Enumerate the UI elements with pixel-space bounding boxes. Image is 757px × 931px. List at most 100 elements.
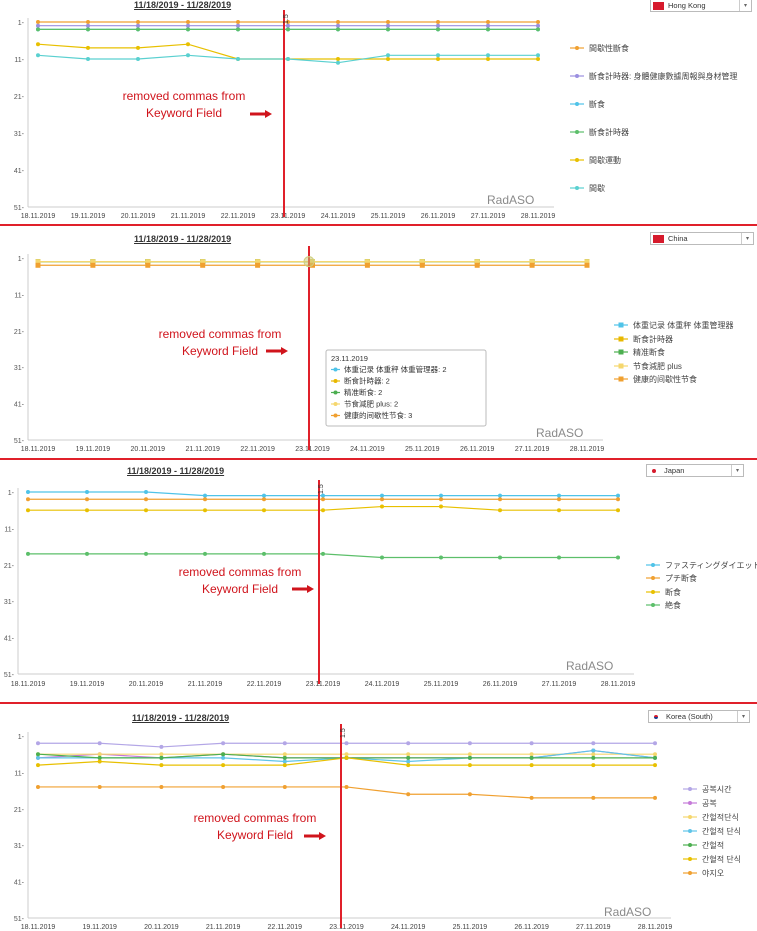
country-select[interactable]: Japan ▾ [646, 464, 744, 477]
data-point [203, 551, 207, 556]
x-tick-label: 28.11.2019 [638, 924, 673, 931]
data-point [653, 755, 657, 760]
data-point [221, 784, 226, 789]
data-point [186, 20, 190, 24]
tooltip-title: 23.11.2019 [331, 354, 368, 363]
data-point [616, 508, 620, 513]
country-select[interactable]: China ▾ [650, 232, 754, 245]
data-point [536, 23, 540, 28]
data-point [86, 45, 90, 50]
chart-panel-china: 11/18/2019 - 11/28/2019 China ▾ 1- 11- 21-… [0, 226, 757, 458]
legend-swatch-marker [651, 563, 655, 567]
legend-swatch-marker [618, 349, 624, 355]
x-tick-label: 21.11.2019 [206, 924, 241, 931]
date-range-title: 11/18/2019 - 11/28/2019 [127, 466, 225, 476]
legend-label: 간혈적 단식 [702, 854, 741, 864]
x-tick-label: 22.11.2019 [240, 446, 275, 453]
data-point [439, 504, 443, 509]
data-point [439, 555, 443, 560]
y-tick-label: 51- [14, 205, 25, 212]
data-point [591, 741, 596, 746]
data-point [529, 755, 534, 760]
data-point [86, 57, 90, 61]
legend-label: 体重记录 体重秤 体重管理器 [633, 320, 733, 330]
y-tick-label: 51- [14, 438, 25, 445]
data-point [203, 497, 207, 502]
legend-label: 間歇性斷食 [589, 43, 629, 53]
chart-panel-korea: 11/18/2019 - 11/28/2019 Korea (South) ▾ … [0, 704, 757, 931]
data-point [386, 27, 390, 32]
data-point [203, 508, 207, 513]
country-select-value: Hong Kong [668, 1, 706, 10]
legend-swatch-marker [688, 843, 692, 847]
x-tick-label: 18.11.2019 [21, 446, 56, 453]
hover-highlight [303, 256, 315, 268]
data-point [282, 741, 287, 746]
panel-divider [0, 458, 757, 460]
panel-divider [0, 702, 757, 704]
legend-label: 健康的间歇性节食 [633, 374, 697, 384]
y-tick-label: 41- [14, 168, 25, 175]
chart-panel-japan: 11/18/2019 - 11/28/2019 Japan ▾ 1- 11- 21-… [0, 460, 757, 702]
legend-label: 断食計時器 [633, 334, 673, 344]
country-select[interactable]: Hong Kong ▾ [650, 0, 752, 12]
data-point [97, 755, 102, 760]
y-tick-label: 11- [14, 292, 24, 299]
x-tick-label: 24.11.2019 [391, 924, 426, 931]
data-point [498, 493, 502, 498]
tooltip-swatch-marker [333, 413, 338, 418]
data-point [486, 20, 490, 24]
data-point [436, 53, 440, 58]
legend-swatch-marker [688, 857, 692, 861]
data-point [136, 20, 140, 24]
tooltip-swatch-marker [333, 367, 338, 372]
chevron-down-icon[interactable]: ▾ [737, 711, 749, 722]
data-point [653, 795, 657, 800]
data-point [159, 744, 164, 749]
data-point [439, 493, 443, 498]
data-point [186, 53, 190, 58]
x-tick-label: 24.11.2019 [321, 213, 356, 220]
chevron-down-icon[interactable]: ▾ [739, 0, 751, 11]
data-point [144, 508, 148, 513]
data-point [474, 262, 480, 268]
annotation-arrow-head [307, 585, 314, 593]
data-point [36, 42, 40, 47]
data-point [36, 53, 40, 58]
data-point [406, 755, 411, 760]
data-point [159, 755, 164, 760]
x-tick-label: 28.11.2019 [601, 681, 636, 688]
x-tick-label: 23.11.2019 [306, 681, 341, 688]
legend-swatch-marker [575, 46, 579, 50]
annotation-text: removed commas from [179, 565, 302, 579]
data-point [186, 27, 190, 32]
x-tick-label: 24.11.2019 [365, 681, 400, 688]
annotation-arrow-head [319, 832, 326, 840]
data-point [221, 752, 226, 757]
tooltip-swatch-marker [333, 402, 338, 406]
data-point [616, 493, 620, 498]
data-point [186, 42, 190, 47]
legend-label: 間歇 [589, 183, 605, 193]
data-point [591, 748, 596, 753]
legend-label: 斷食計時器: 身體健康數據周報與身材管理 [589, 71, 737, 81]
data-point [144, 490, 148, 494]
y-tick-label: 11- [14, 770, 24, 777]
data-point [419, 262, 425, 268]
x-tick-label: 27.11.2019 [515, 446, 550, 453]
data-point [203, 493, 207, 498]
annotation-text: Keyword Field [217, 828, 293, 842]
chevron-down-icon[interactable]: ▾ [741, 233, 753, 244]
data-point [26, 490, 30, 494]
data-point [364, 259, 370, 265]
data-point [380, 493, 384, 498]
legend-label: 断食 [665, 587, 681, 597]
data-point [144, 497, 148, 502]
x-tick-label: 19.11.2019 [76, 446, 111, 453]
chevron-down-icon[interactable]: ▾ [731, 465, 743, 476]
x-tick-label: 21.11.2019 [185, 446, 220, 453]
rank-chart: 1- 11- 21- 31- 41- 51-18.11.2019 19.11.2019 20.… [14, 246, 733, 453]
x-tick-label: 24.11.2019 [350, 446, 385, 453]
y-tick-label: 31- [14, 131, 25, 138]
country-select[interactable]: Korea (South) ▾ [648, 710, 750, 723]
